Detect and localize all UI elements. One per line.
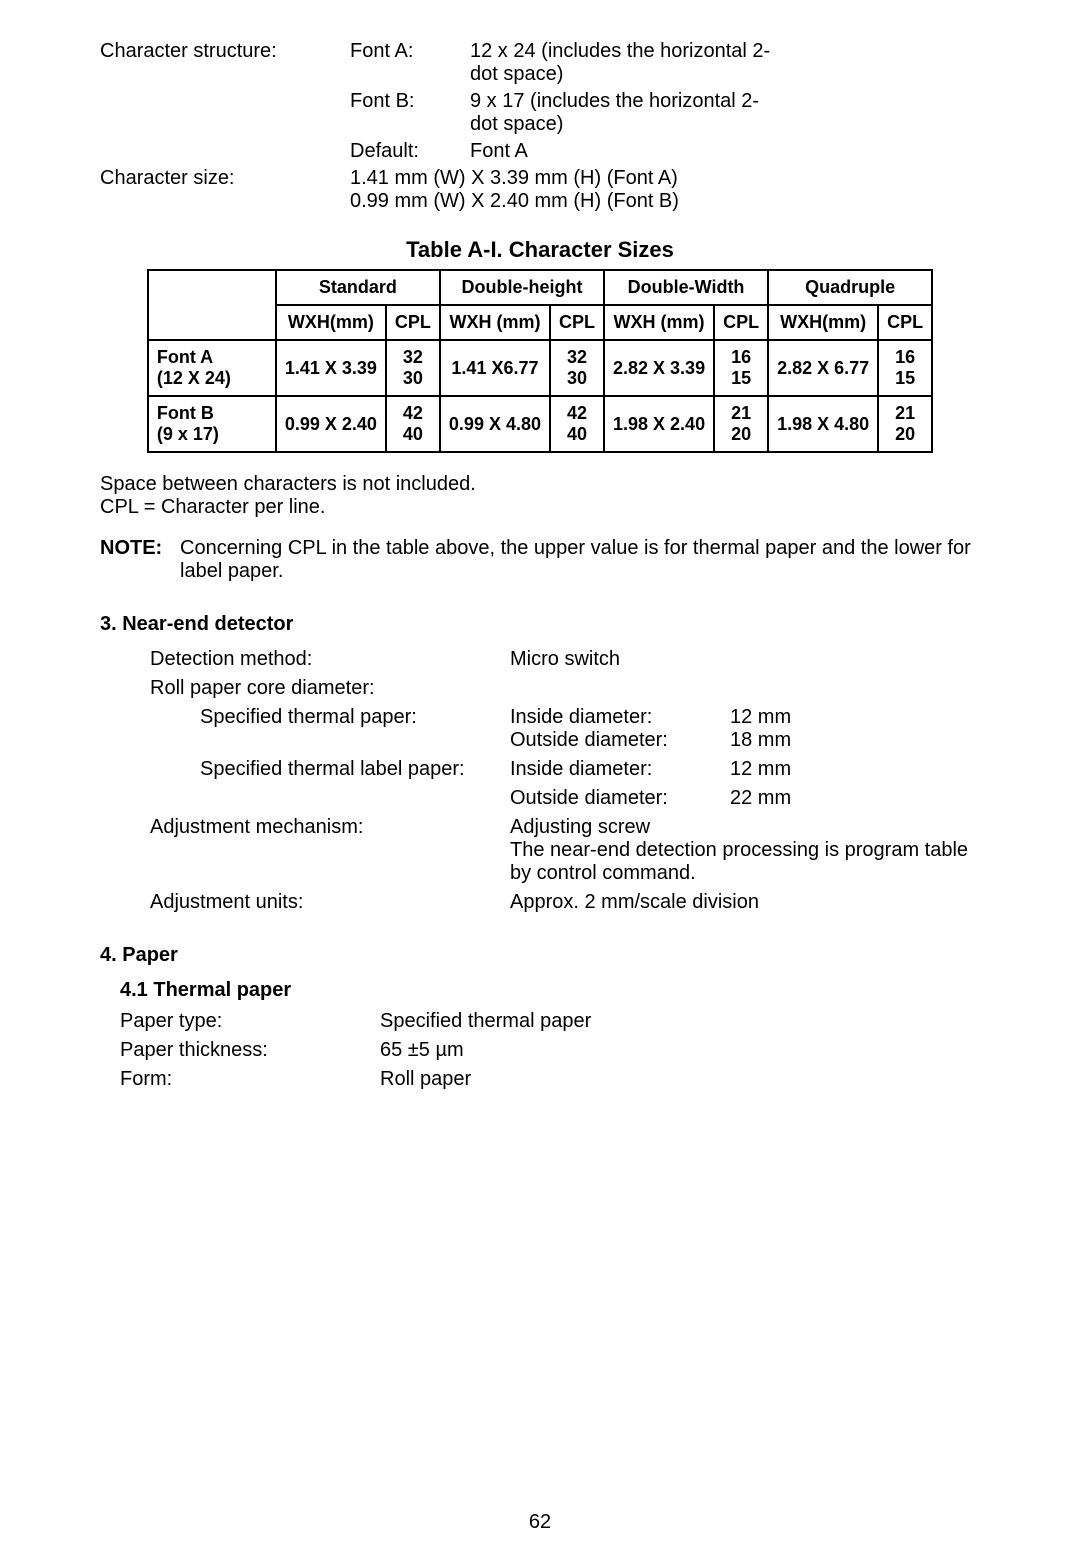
spec-tlp-label: Specified thermal label paper: xyxy=(200,758,510,781)
table-row-font-a: Font A (12 X 24) 1.41 X 3.39 32 30 1.41 … xyxy=(148,340,932,396)
tlp-outside-val: 22 mm xyxy=(730,787,980,810)
row-a-dw-cpl1: 16 xyxy=(731,347,751,367)
row-a-dw: 2.82 X 3.39 xyxy=(604,340,714,396)
sub-cpl2: CPL xyxy=(550,305,604,340)
adj-units-val: Approx. 2 mm/scale division xyxy=(510,891,980,914)
det-method-val: Micro switch xyxy=(510,648,730,671)
sub-wxh3: WXH (mm) xyxy=(604,305,714,340)
sub-cpl4: CPL xyxy=(878,305,932,340)
font-a-val-line2: dot space) xyxy=(470,63,980,86)
row-a-q-cpl1: 16 xyxy=(895,347,915,367)
tp-inside-val: 12 mm xyxy=(730,706,980,729)
tlp-inside-label: Inside diameter: xyxy=(510,758,730,781)
row-a-std-cpl1: 32 xyxy=(403,347,423,367)
space-note: Space between characters is not included… xyxy=(100,473,980,496)
char-struct-label: Character structure: xyxy=(100,40,350,86)
row-b-q-cpl1: 21 xyxy=(895,403,915,423)
row-b-dh: 0.99 X 4.80 xyxy=(440,396,550,452)
row-b-l2: (9 x 17) xyxy=(157,424,219,444)
tlp-inside-val: 12 mm xyxy=(730,758,980,781)
font-b-val-line2: dot space) xyxy=(470,113,980,136)
row-a-q: 2.82 X 6.77 xyxy=(768,340,878,396)
hdr-double-width: Double-Width xyxy=(604,270,768,305)
row-a-dh-cpl1: 32 xyxy=(567,347,587,367)
adj-mech-val1: Adjusting screw xyxy=(510,816,980,839)
row-a-l2: (12 X 24) xyxy=(157,368,231,388)
char-size-v1: 1.41 mm (W) X 3.39 mm (H) (Font A) xyxy=(350,167,980,190)
tp-outside-val: 18 mm xyxy=(730,729,980,752)
row-b-dh-cpl1: 42 xyxy=(567,403,587,423)
font-a-label: Font A: xyxy=(350,40,470,86)
sec3-title: 3. Near-end detector xyxy=(100,613,980,636)
default-val: Font A xyxy=(470,140,980,163)
row-b-dw-cpl2: 20 xyxy=(731,424,751,444)
row-a-std-cpl2: 30 xyxy=(403,368,423,388)
roll-diam-label: Roll paper core diameter: xyxy=(150,677,510,700)
row-b-dw: 1.98 X 2.40 xyxy=(604,396,714,452)
row-a-l1: Font A xyxy=(157,347,213,367)
row-a-std: 1.41 X 3.39 xyxy=(276,340,386,396)
adj-units-label: Adjustment units: xyxy=(150,891,510,914)
sub-cpl3: CPL xyxy=(714,305,768,340)
char-size-label: Character size: xyxy=(100,167,350,213)
det-method-label: Detection method: xyxy=(150,648,510,671)
adj-mech-label: Adjustment mechanism: xyxy=(150,816,510,885)
row-b-q-cpl2: 20 xyxy=(895,424,915,444)
sub-cpl: CPL xyxy=(386,305,440,340)
row-a-dh: 1.41 X6.77 xyxy=(440,340,550,396)
char-size-table: Standard Double-height Double-Width Quad… xyxy=(147,269,933,453)
char-size-v2: 0.99 mm (W) X 2.40 mm (H) (Font B) xyxy=(350,190,980,213)
row-b-q: 1.98 X 4.80 xyxy=(768,396,878,452)
spec-tp-label: Specified thermal paper: xyxy=(200,706,510,752)
row-a-dh-cpl2: 30 xyxy=(567,368,587,388)
row-b-std: 0.99 X 2.40 xyxy=(276,396,386,452)
tp-outside-label: Outside diameter: xyxy=(510,729,730,752)
default-label: Default: xyxy=(350,140,470,163)
tp-inside-label: Inside diameter: xyxy=(510,706,730,729)
table-row-font-b: Font B (9 x 17) 0.99 X 2.40 42 40 0.99 X… xyxy=(148,396,932,452)
row-b-std-cpl1: 42 xyxy=(403,403,423,423)
note-text: Concerning CPL in the table above, the u… xyxy=(180,537,980,583)
pthick-val: 65 ±5 µm xyxy=(380,1039,464,1062)
hdr-double-height: Double-height xyxy=(440,270,604,305)
row-b-dw-cpl1: 21 xyxy=(731,403,751,423)
hdr-standard: Standard xyxy=(276,270,440,305)
font-b-val-line1: 9 x 17 (includes the horizontal 2- xyxy=(470,90,980,113)
font-a-val-line1: 12 x 24 (includes the horizontal 2- xyxy=(470,40,980,63)
form-val: Roll paper xyxy=(380,1068,471,1091)
ptype-val: Specified thermal paper xyxy=(380,1010,591,1033)
page-number: 62 xyxy=(0,1511,1080,1534)
table-header-row: Standard Double-height Double-Width Quad… xyxy=(148,270,932,305)
pthick-label: Paper thickness: xyxy=(120,1039,380,1062)
form-label: Form: xyxy=(120,1068,380,1091)
ptype-label: Paper type: xyxy=(120,1010,380,1033)
tlp-outside-label: Outside diameter: xyxy=(510,787,730,810)
sub-wxh4: WXH(mm) xyxy=(768,305,878,340)
row-a-dw-cpl2: 15 xyxy=(731,368,751,388)
row-b-l1: Font B xyxy=(157,403,214,423)
cpl-note: CPL = Character per line. xyxy=(100,496,980,519)
font-b-label: Font B: xyxy=(350,90,470,136)
sec41-title: 4.1 Thermal paper xyxy=(120,979,980,1002)
note-label: NOTE: xyxy=(100,537,180,583)
hdr-quadruple: Quadruple xyxy=(768,270,932,305)
adj-mech-val2: The near-end detection processing is pro… xyxy=(510,839,980,885)
sub-wxh: WXH(mm) xyxy=(276,305,386,340)
sec4-title: 4. Paper xyxy=(100,944,980,967)
sub-wxh2: WXH (mm) xyxy=(440,305,550,340)
row-a-q-cpl2: 15 xyxy=(895,368,915,388)
table-title: Table A-I. Character Sizes xyxy=(100,237,980,263)
row-b-std-cpl2: 40 xyxy=(403,424,423,444)
row-b-dh-cpl2: 40 xyxy=(567,424,587,444)
